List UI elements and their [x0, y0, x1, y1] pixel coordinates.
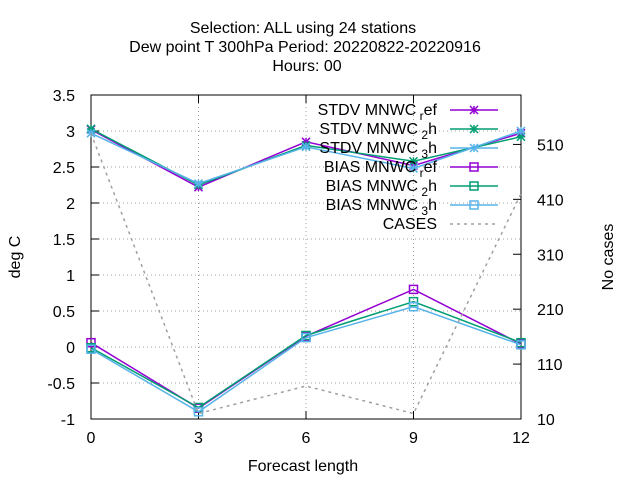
data-point-marker — [86, 128, 96, 138]
data-point-marker — [516, 126, 526, 136]
y-tick-label: -0.5 — [47, 376, 75, 393]
data-point-marker — [516, 340, 526, 350]
data-point-marker — [408, 301, 419, 312]
legend-label: STDV MNWC ref — [318, 102, 438, 123]
series-bias-mnwc-3h — [86, 301, 526, 417]
y-tick-label: 0 — [66, 340, 75, 357]
axis-ticks: 0 3 6 9 12 -1 -0.5 0 0.5 1 1.5 2 2.5 3 3.5 10 110 210 310 4… — [47, 88, 563, 447]
chart-title-line-1: Selection: ALL using 24 stations — [190, 20, 416, 37]
data-point-marker — [469, 200, 479, 210]
series-line — [90, 133, 522, 415]
y2-tick-label: 510 — [537, 137, 564, 154]
data-point-marker — [408, 296, 419, 307]
y-tick-label: -1 — [61, 412, 75, 429]
x-tick-label: 9 — [409, 430, 418, 447]
series-line — [90, 305, 522, 413]
y-tick-label: 1 — [66, 268, 75, 285]
legend-entry: STDV MNWC 3h — [319, 140, 498, 161]
data-point-marker — [86, 344, 96, 354]
y-tick-label: 3.5 — [53, 88, 75, 105]
legend-entry: STDV MNWC 2h — [319, 121, 498, 142]
x-tick-label: 0 — [87, 430, 96, 447]
data-point-marker — [193, 179, 204, 189]
data-point-marker — [469, 181, 479, 191]
data-point-marker — [469, 124, 479, 134]
y-tick-label: 0.5 — [53, 304, 75, 321]
y2-tick-label: 10 — [537, 412, 555, 429]
x-tick-label: 12 — [512, 430, 530, 447]
data-point-marker — [408, 156, 419, 166]
data-point-marker — [408, 163, 419, 173]
y2-tick-label: 210 — [537, 302, 564, 319]
y-tick-label: 3 — [66, 124, 75, 141]
series-bias-mnwc-ref — [86, 284, 526, 413]
series-cases — [90, 133, 522, 415]
legend-entry: BIAS MNWC 2h — [326, 178, 498, 199]
y2-tick-label: 110 — [537, 357, 563, 374]
legend-label: STDV MNWC 3h — [319, 140, 437, 161]
data-point-marker — [408, 284, 419, 295]
data-point-marker — [469, 143, 479, 153]
chart-title-line-3: Hours: 00 — [272, 58, 341, 75]
y2-axis-label: No cases — [600, 224, 617, 291]
legend-label: BIAS MNWC 2h — [326, 178, 437, 199]
y2-tick-label: 310 — [537, 247, 564, 264]
y-tick-label: 2 — [66, 196, 75, 213]
y-tick-label: 2.5 — [53, 160, 75, 177]
series-stdv-mnwc-3h — [86, 126, 526, 189]
legend-label: STDV MNWC 2h — [319, 121, 437, 142]
legend-entry: BIAS MNWC ref — [324, 159, 498, 180]
legend-label: CASES — [383, 216, 437, 233]
data-point-marker — [86, 337, 96, 348]
legend-label: BIAS MNWC 3h — [326, 197, 437, 218]
chart-title-line-2: Dew point T 300hPa Period: 20220822-2022… — [129, 39, 481, 56]
data-point-marker — [193, 407, 204, 417]
y-tick-label: 1.5 — [53, 232, 75, 249]
data-point-marker — [469, 105, 479, 115]
y-axis-label: deg C — [7, 236, 24, 279]
series-bias-mnwc-2h — [86, 296, 526, 413]
y2-tick-label: 410 — [537, 192, 564, 209]
series-line — [90, 128, 522, 186]
data-point-marker — [301, 142, 311, 152]
legend-entry: CASES — [383, 216, 498, 233]
x-tick-label: 3 — [194, 430, 203, 447]
data-point-marker — [469, 162, 479, 172]
x-axis-label: Forecast length — [248, 458, 358, 475]
data-point-marker — [301, 332, 311, 343]
legend-entry: BIAS MNWC 3h — [326, 197, 498, 218]
series-lines — [86, 124, 526, 417]
legend-entry: STDV MNWC ref — [318, 102, 498, 123]
x-tick-label: 6 — [302, 430, 311, 447]
series-line — [90, 300, 522, 409]
legend-label: BIAS MNWC ref — [324, 159, 438, 180]
